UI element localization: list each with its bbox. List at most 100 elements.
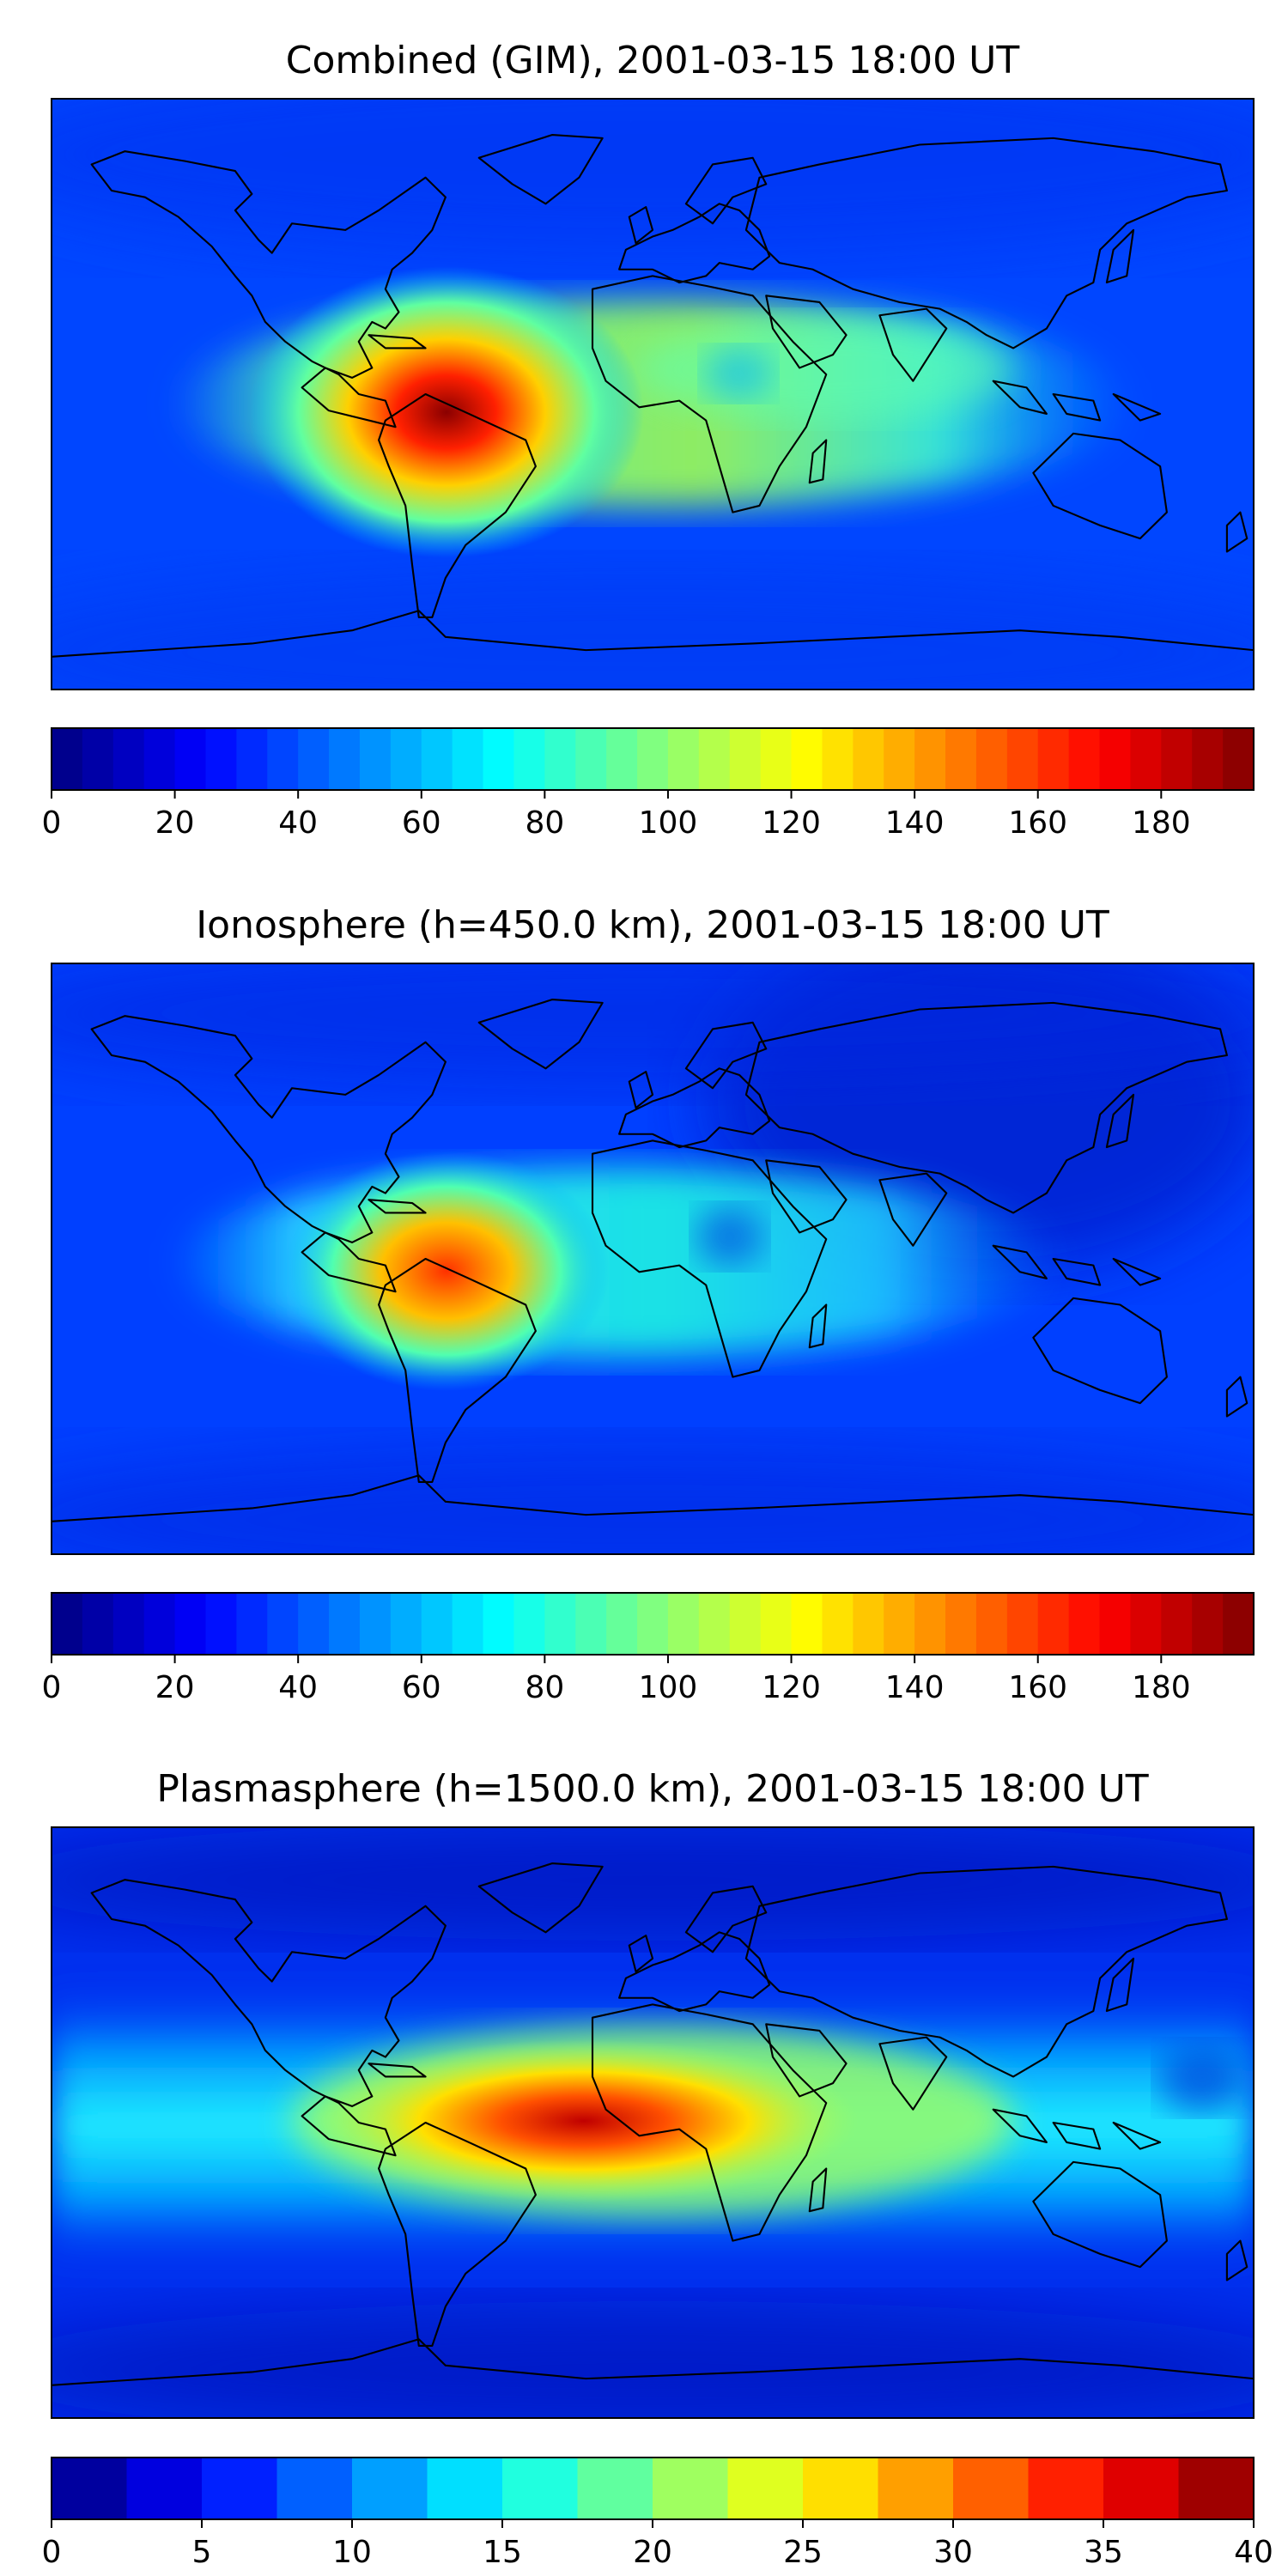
colorbar-tick-label: 40 (278, 805, 318, 841)
colorbar-cell (760, 728, 793, 790)
colorbar-cells (52, 728, 1255, 790)
colorbar-cell (853, 1593, 884, 1655)
colorbar-cell (513, 1593, 545, 1655)
colorbar-cell (390, 728, 422, 790)
colorbar-tick-label: 140 (885, 805, 945, 841)
colorbar-tick-label: 180 (1132, 805, 1191, 841)
colorbar-cell (1068, 728, 1101, 790)
colorbar-tick-label: 0 (42, 1670, 62, 1705)
colorbar-cell (945, 728, 977, 790)
colorbar-cells (52, 1593, 1255, 1655)
colorbar-cell (760, 1593, 793, 1655)
colorbar-cell (452, 728, 484, 790)
colorbar-tick-label: 80 (525, 805, 564, 841)
colorbar-tick-label: 5 (192, 2535, 212, 2570)
colorbar-cell (1161, 728, 1193, 790)
colorbar-cell (126, 2458, 203, 2519)
colorbar-cell (427, 2458, 503, 2519)
colorbar-cell (1192, 728, 1224, 790)
colorbar-cell (452, 1593, 484, 1655)
maximum-atlantic-africa (309, 2039, 859, 2202)
colorbar-cell (52, 2458, 128, 2519)
colorbar-cell (1037, 1593, 1070, 1655)
colorbar-cell (1130, 728, 1162, 790)
colorbar-tick-label: 10 (332, 2535, 372, 2570)
colorbar-cell (82, 728, 114, 790)
colorbar-cell (1192, 1593, 1224, 1655)
colorbar-tick-label: 160 (1008, 805, 1067, 841)
colorbar-cell (729, 728, 762, 790)
colorbar-cell (1028, 2458, 1104, 2519)
colorbar-tick-label: 20 (633, 2535, 672, 2570)
colorbar-tick-label: 140 (885, 1670, 945, 1705)
panel-title: Ionosphere (h=450.0 km), 2001-03-15 18:0… (196, 903, 1109, 947)
maximum-south-america (249, 266, 644, 558)
colorbar-cell (637, 1593, 669, 1655)
map-frame (51, 963, 1255, 1555)
colorbar-cell (513, 728, 545, 790)
colorbar-cell (667, 728, 700, 790)
colorbar-cell (329, 728, 361, 790)
colorbar-cell (1223, 728, 1255, 790)
colorbar-cell (606, 728, 638, 790)
colorbar-cell (884, 1593, 915, 1655)
colorbar-cell (205, 1593, 237, 1655)
colorbar-cell (637, 728, 669, 790)
colorbar-cell (298, 1593, 330, 1655)
colorbar-cell (421, 1593, 453, 1655)
colorbar-cell (390, 1593, 422, 1655)
colorbar-cell (143, 1593, 176, 1655)
colorbar-cell (421, 728, 453, 790)
colorbar-cell (727, 2458, 804, 2519)
colorbar-frame (51, 1592, 1255, 1656)
colorbar-cell (945, 1593, 977, 1655)
colorbar-cells (52, 2458, 1255, 2519)
map-panel-plasmasphere (51, 1826, 1255, 2419)
colorbar-cell (698, 1593, 731, 1655)
colorbar-tick-label: 15 (483, 2535, 522, 2570)
colorbar-tick-label: 120 (762, 805, 821, 841)
colorbar-cell (698, 728, 731, 790)
colorbar-cell (1099, 1593, 1132, 1655)
colorbar-cell (112, 728, 145, 790)
colorbar-cell (1037, 728, 1070, 790)
colorbar-cell (575, 728, 607, 790)
colorbar-cell (276, 2458, 353, 2519)
colorbar-cell (1130, 1593, 1162, 1655)
colorbar-tick-label: 60 (402, 805, 441, 841)
map-frame (51, 1826, 1255, 2419)
colorbar-cell (502, 2458, 579, 2519)
colorbar-cell (82, 1593, 114, 1655)
map-panel-ionosphere (51, 963, 1255, 1555)
colorbar-cell (359, 728, 392, 790)
colorbar-cell (298, 728, 330, 790)
colorbar-tick-label: 20 (155, 805, 195, 841)
colorbar-tick-label: 100 (639, 1670, 698, 1705)
colorbar-cell (884, 728, 915, 790)
colorbar-cell (803, 2458, 879, 2519)
colorbar-tick-label: 25 (783, 2535, 823, 2570)
colorbar-tick-label: 40 (278, 1670, 318, 1705)
colorbar-cell (822, 1593, 854, 1655)
colorbar-tick-label: 160 (1008, 1670, 1067, 1705)
colorbar-cell (202, 2458, 278, 2519)
colorbar-tick-label: 30 (933, 2535, 973, 2570)
colorbar-cell (1099, 728, 1132, 790)
colorbar-cell (329, 1593, 361, 1655)
colorbar-cell (1006, 728, 1039, 790)
colorbar-cell (791, 728, 823, 790)
colorbar-1: 0 20 40 60 80 100 120 140 160 180 (42, 727, 1255, 841)
colorbar-cell (205, 728, 237, 790)
colorbar-cell (653, 2458, 729, 2519)
colorbar-tick-label: 20 (155, 1670, 195, 1705)
colorbar-cell (577, 2458, 653, 2519)
colorbar-tick-label: 120 (762, 1670, 821, 1705)
colorbar-cell (953, 2458, 1030, 2519)
colorbar-frame (51, 727, 1255, 791)
colorbar-cell (483, 1593, 515, 1655)
colorbar-cell (853, 728, 884, 790)
colorbar-cell (729, 1593, 762, 1655)
colorbar-tick-label: 80 (525, 1670, 564, 1705)
colorbar-3: 0 5 10 15 20 25 30 35 40 (42, 2457, 1273, 2570)
